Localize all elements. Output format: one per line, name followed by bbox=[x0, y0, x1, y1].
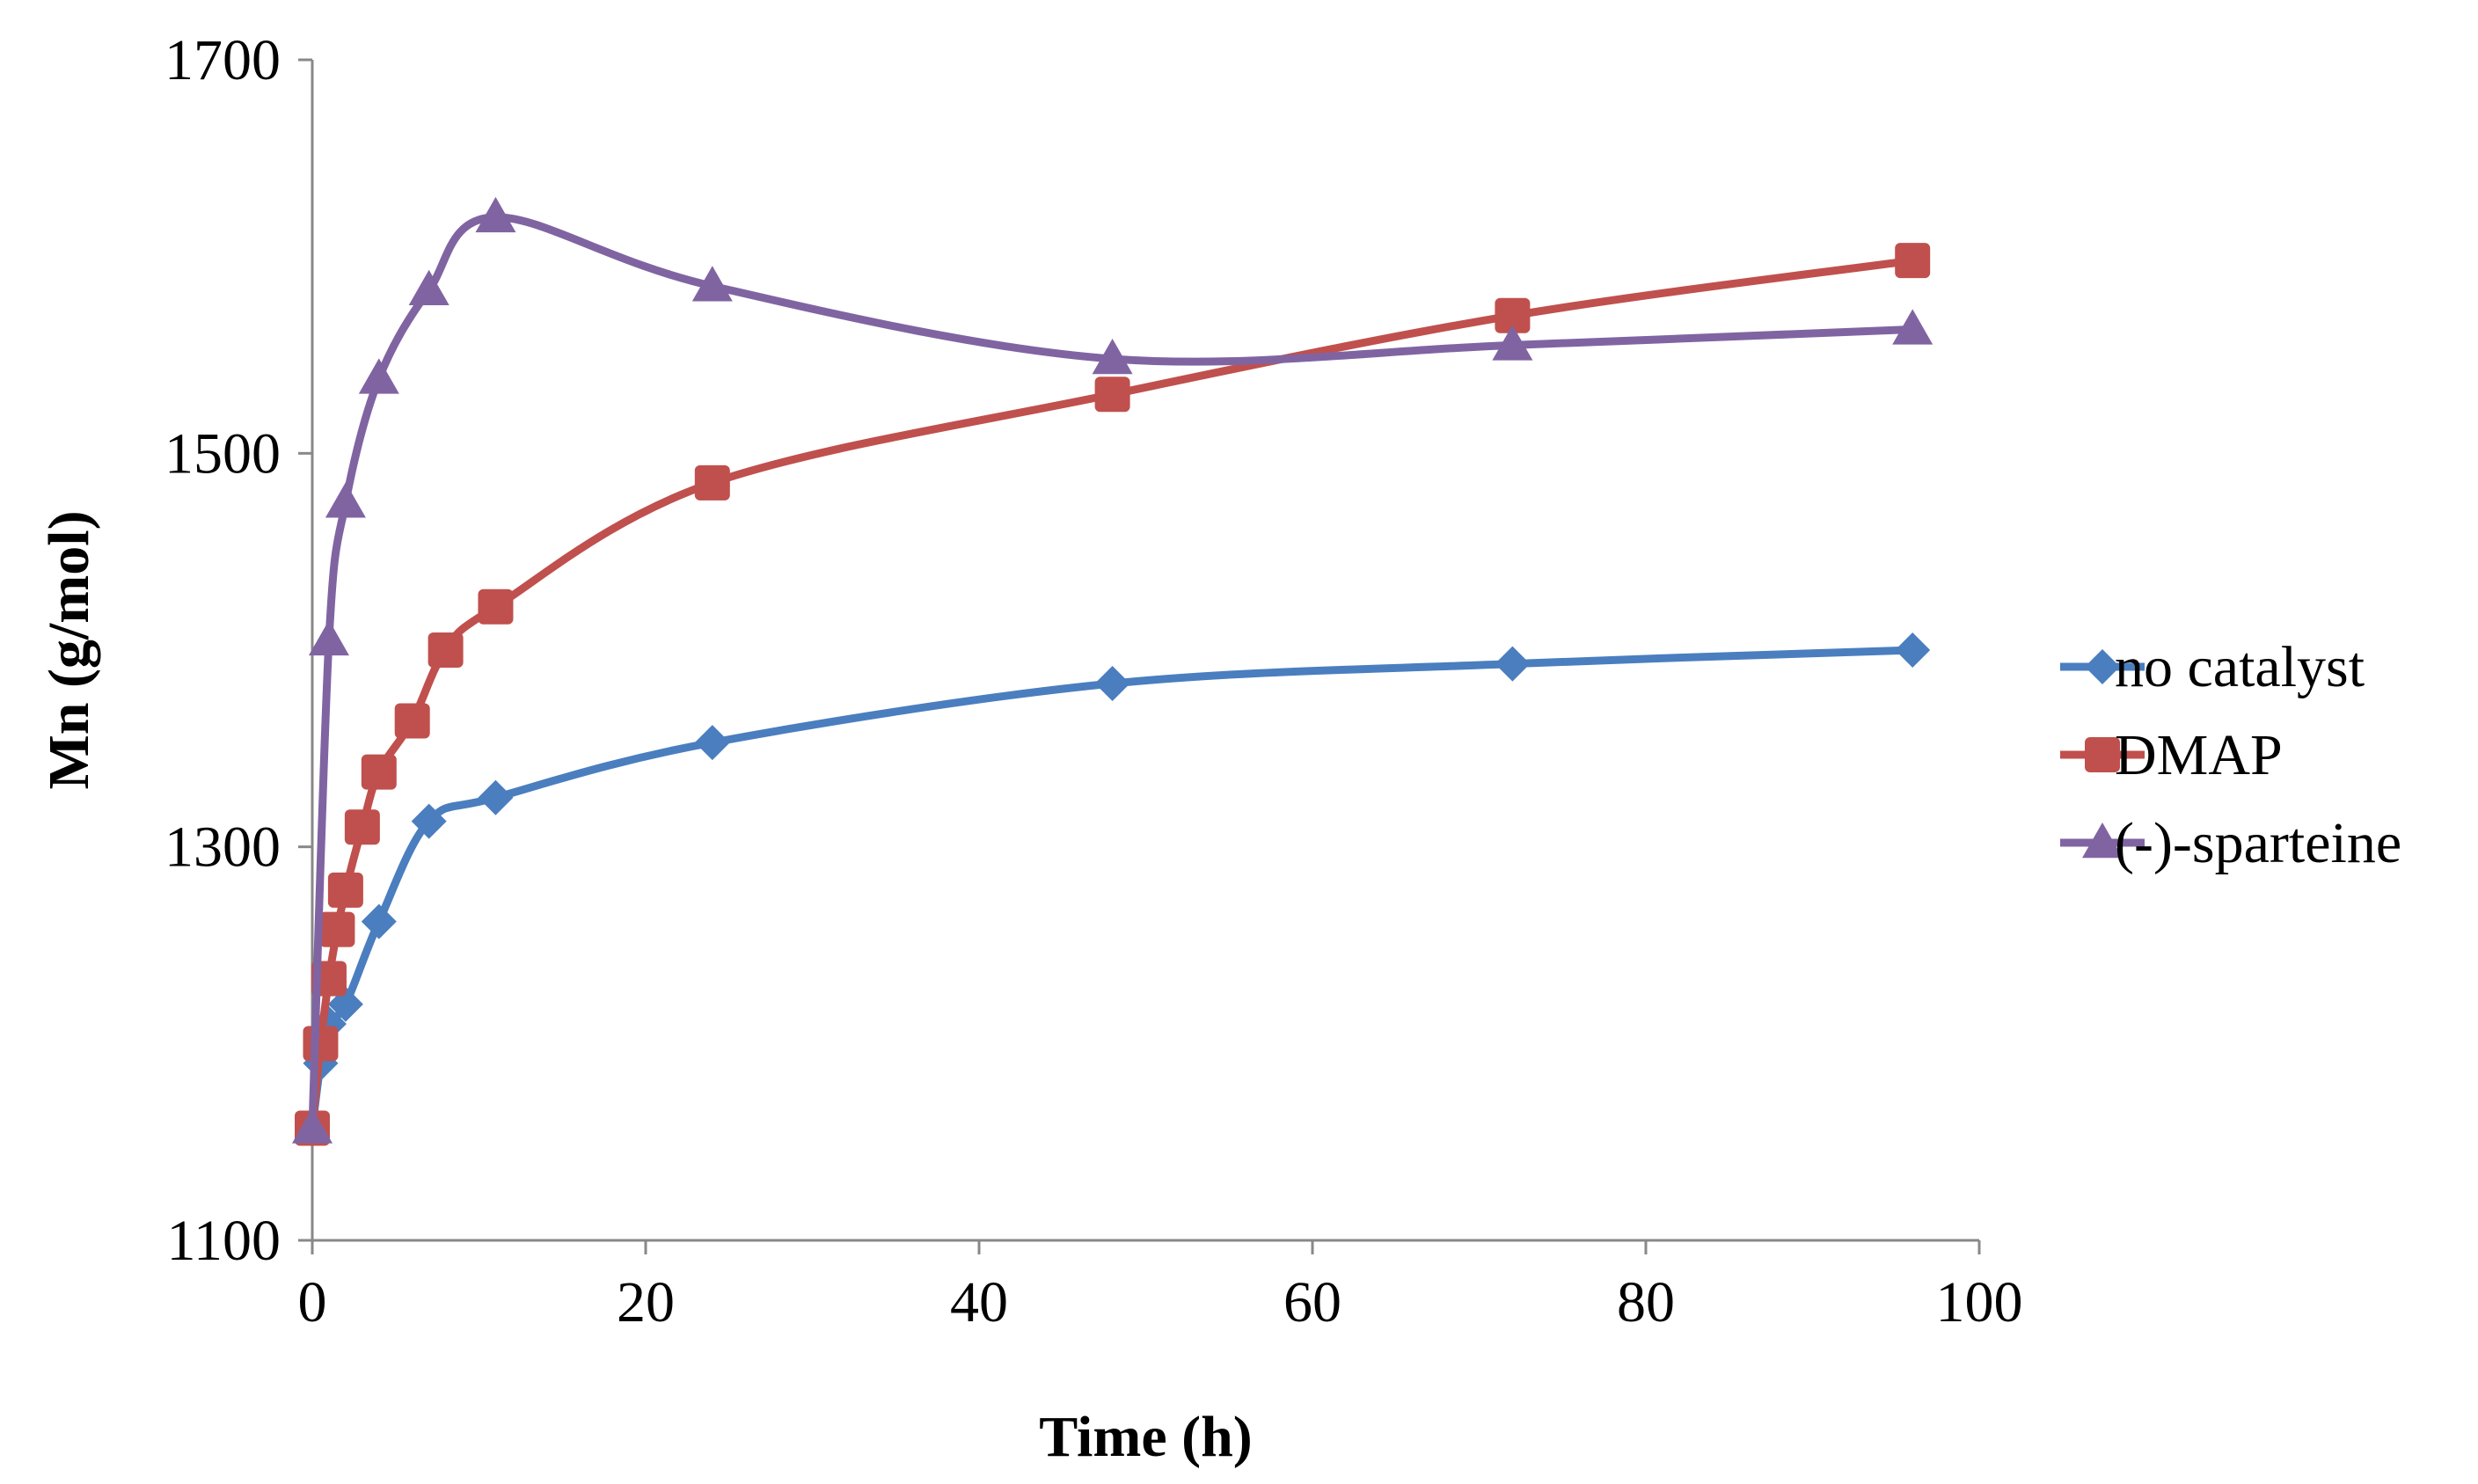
x-tick-label: 40 bbox=[950, 1270, 1008, 1334]
data-point-diamond bbox=[411, 803, 447, 839]
legend-marker-diamond bbox=[2085, 649, 2120, 684]
data-point-square bbox=[303, 1026, 339, 1062]
legend-marker-triangle bbox=[2082, 822, 2123, 859]
x-tick-label: 0 bbox=[298, 1270, 327, 1334]
y-ticks: 1100 1300 1500 1700 bbox=[164, 28, 312, 1273]
data-point-triangle bbox=[691, 266, 733, 302]
series-line bbox=[308, 213, 1917, 1133]
y-tick-label: 1500 bbox=[164, 421, 281, 486]
data-point-diamond bbox=[361, 903, 397, 939]
data-point-triangle bbox=[1492, 325, 1533, 361]
data-point-triangle bbox=[292, 1108, 333, 1144]
data-point-square bbox=[1895, 243, 1931, 279]
data-point-triangle bbox=[475, 196, 516, 233]
y-tick-label: 1100 bbox=[166, 1209, 281, 1273]
data-point-square bbox=[394, 703, 430, 739]
data-point-diamond bbox=[478, 779, 514, 815]
x-tick-label: 100 bbox=[1936, 1270, 2023, 1334]
data-point-square bbox=[478, 588, 514, 625]
legend-item: no catalyst bbox=[2060, 635, 2365, 699]
data-point-diamond bbox=[1495, 646, 1531, 682]
legend-label: (-)-sparteine bbox=[2115, 811, 2401, 875]
data-point-square bbox=[694, 464, 730, 501]
legend-item: DMAP bbox=[2060, 723, 2283, 787]
legend-marker-square bbox=[2085, 737, 2120, 772]
data-point-square bbox=[319, 911, 355, 947]
axes: 1100 1300 1500 1700 0 20 40 60 80 100 bbox=[164, 28, 2023, 1334]
x-axis-title: Time (h) bbox=[1039, 1405, 1253, 1469]
data-point-triangle bbox=[325, 482, 366, 518]
series-triangle bbox=[292, 196, 1933, 1144]
data-point-triangle bbox=[1892, 309, 1933, 345]
data-point-diamond bbox=[694, 725, 730, 761]
data-point-square bbox=[327, 872, 363, 908]
series-group bbox=[292, 196, 1933, 1146]
series-line bbox=[308, 646, 1917, 1133]
y-tick-label: 1700 bbox=[164, 28, 281, 92]
data-point-triangle bbox=[1092, 338, 1133, 375]
x-tick-label: 20 bbox=[617, 1270, 675, 1334]
data-point-square bbox=[344, 809, 380, 845]
data-point-square bbox=[1495, 297, 1531, 333]
data-point-square bbox=[361, 754, 397, 790]
data-point-diamond bbox=[1094, 666, 1130, 702]
legend: no catalyst DMAP (-)-sparteine bbox=[2060, 635, 2401, 875]
y-axis-title: Mn (g/mol) bbox=[37, 510, 101, 789]
data-point-square bbox=[428, 632, 464, 668]
x-ticks: 0 20 40 60 80 100 bbox=[298, 1240, 2023, 1334]
data-point-triangle bbox=[308, 619, 349, 656]
legend-item: (-)-sparteine bbox=[2060, 811, 2401, 875]
data-point-triangle bbox=[358, 358, 399, 394]
legend-label: DMAP bbox=[2115, 723, 2283, 787]
y-tick-label: 1300 bbox=[164, 815, 281, 880]
series-diamond bbox=[295, 632, 1931, 1146]
legend-label: no catalyst bbox=[2115, 635, 2365, 699]
data-point-square bbox=[1094, 376, 1130, 413]
data-point-diamond bbox=[1895, 632, 1931, 668]
data-point-triangle bbox=[408, 269, 450, 305]
x-tick-label: 80 bbox=[1617, 1270, 1675, 1334]
x-tick-label: 60 bbox=[1283, 1270, 1341, 1334]
